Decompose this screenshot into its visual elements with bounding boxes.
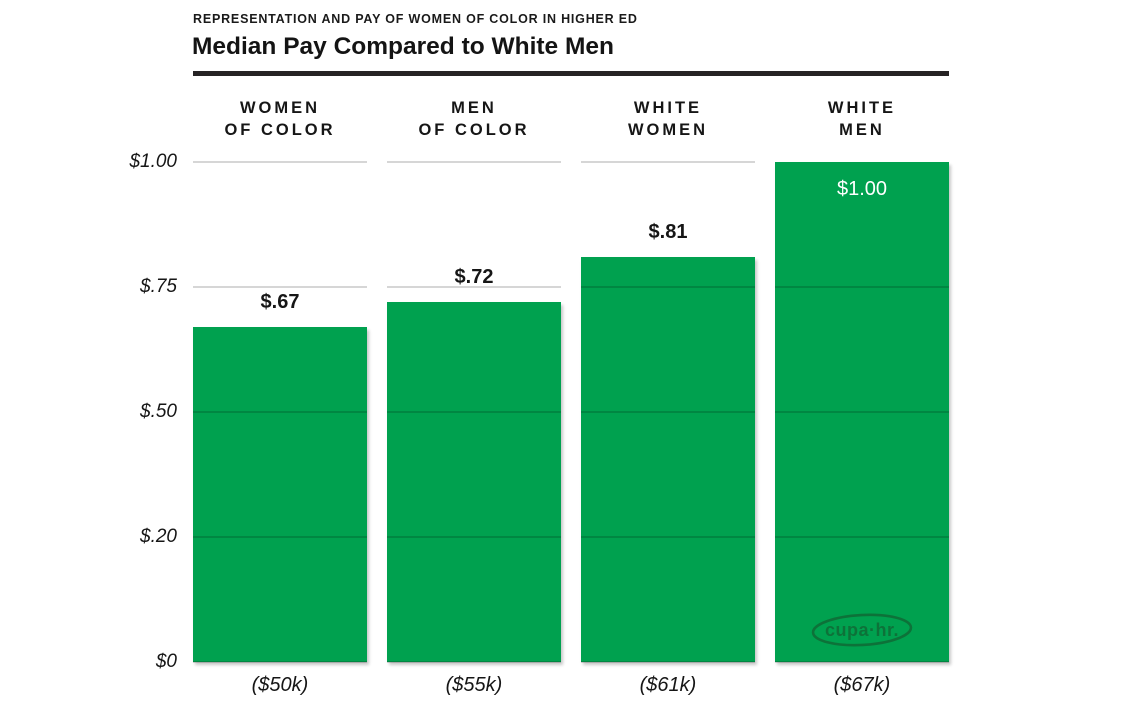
column-header-line: WHITE — [633, 99, 703, 117]
salary-label-white-women: ($61k) — [639, 674, 697, 696]
cupa-hr-logo-icon: cupa·hr. — [811, 613, 913, 647]
gridline-men-of-color-0 — [387, 661, 561, 663]
column-header-line: OF COLOR — [224, 121, 336, 139]
cupa-hr-logo: cupa·hr. — [806, 607, 918, 653]
bar-white-women — [581, 257, 755, 662]
chart-title: Median Pay Compared to White Men — [192, 33, 614, 60]
y-axis-tick-label-1: $.75 — [140, 276, 177, 297]
gridline-white-women-100 — [581, 161, 755, 163]
gridline-white-men-50 — [775, 411, 949, 413]
gridline-white-women-75 — [581, 286, 755, 288]
gridline-women-of-color-50 — [193, 411, 367, 413]
column-header-women-of-color: WOMEN OF COLOR — [193, 97, 367, 141]
column-header-line: MEN — [451, 99, 497, 117]
chart-kicker: REPRESENTATION AND PAY OF WOMEN OF COLOR… — [193, 12, 638, 26]
gridline-white-women-50 — [581, 411, 755, 413]
y-axis-tick-label-2: $.50 — [140, 401, 177, 422]
gridline-men-of-color-50 — [387, 411, 561, 413]
gridline-white-men-20 — [775, 536, 949, 538]
gridline-women-of-color-75 — [193, 286, 367, 288]
y-axis-tick-label-3: $.20 — [140, 526, 177, 547]
column-header-line: OF COLOR — [418, 121, 530, 139]
salary-label-men-of-color: ($55k) — [445, 674, 503, 696]
column-header-men-of-color: MEN OF COLOR — [387, 97, 561, 141]
title-underline-rule — [193, 71, 949, 76]
gridline-white-men-75 — [775, 286, 949, 288]
column-header-white-men: WHITE MEN — [775, 97, 949, 141]
gridline-men-of-color-75 — [387, 286, 561, 288]
bar-men-of-color — [387, 302, 561, 662]
gridline-white-women-20 — [581, 536, 755, 538]
bar-value-label-white-women: $.81 — [648, 221, 688, 243]
salary-label-white-men: ($67k) — [833, 674, 891, 696]
bar-value-label-women-of-color: $.67 — [260, 291, 300, 313]
gridline-men-of-color-100 — [387, 161, 561, 163]
bar-women-of-color — [193, 327, 367, 662]
gridline-women-of-color-100 — [193, 161, 367, 163]
bar-value-label-men-of-color: $.72 — [454, 266, 494, 288]
y-axis-tick-label-4: $0 — [155, 651, 177, 672]
salary-label-women-of-color: ($50k) — [251, 674, 309, 696]
column-header-line: MEN — [839, 121, 885, 139]
gridline-women-of-color-20 — [193, 536, 367, 538]
gridline-men-of-color-20 — [387, 536, 561, 538]
gridline-women-of-color-0 — [193, 661, 367, 663]
svg-text:cupa·hr.: cupa·hr. — [825, 620, 899, 640]
gridline-white-women-0 — [581, 661, 755, 663]
column-header-white-women: WHITE WOMEN — [581, 97, 755, 141]
gridline-white-men-0 — [775, 661, 949, 663]
bar-value-label-white-men: $1.00 — [836, 178, 888, 200]
column-header-line: WOMEN — [239, 99, 321, 117]
y-axis-tick-label-0: $1.00 — [129, 151, 177, 172]
column-header-line: WOMEN — [627, 121, 709, 139]
column-header-line: WHITE — [827, 99, 897, 117]
bar-white-men — [775, 162, 949, 662]
